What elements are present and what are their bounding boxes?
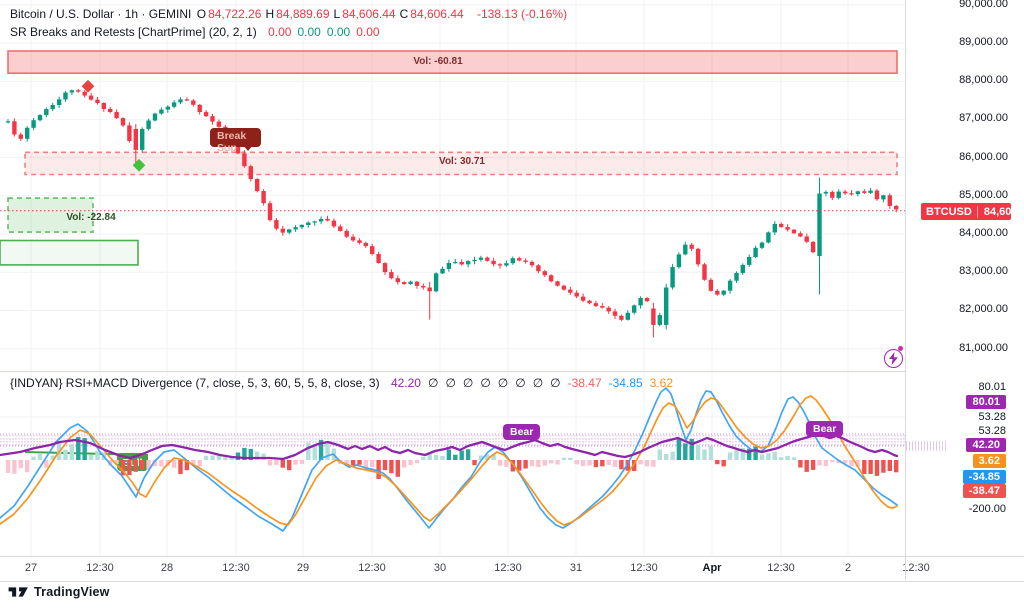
indicator-value: ∅ xyxy=(462,376,474,390)
price-change: -138.13 (-0.16%) xyxy=(477,7,568,21)
time-axis-label: 2 xyxy=(844,562,852,574)
time-axis-label: 12:30 xyxy=(222,562,250,574)
lightning-button[interactable] xyxy=(884,349,903,368)
break-sup-label: Break Sup xyxy=(210,128,261,154)
indicator-value: 42.20 xyxy=(390,376,421,390)
tradingview-logo[interactable]: TradingView xyxy=(8,585,110,599)
macd-line xyxy=(0,387,898,532)
time-axis-label: 12:30 xyxy=(767,562,795,574)
notification-dot xyxy=(898,346,903,351)
ohlc-values: O 84,722.26 H 84,889.69 L 84,606.44 C 84,606.44 xyxy=(197,7,468,21)
symbol-title[interactable]: Bitcoin / U.S. Dollar · 1h · GEMINI xyxy=(10,7,192,21)
indicator-value: ∅ xyxy=(550,376,561,390)
price-axis-label: 83,000.00 xyxy=(959,265,1008,277)
indicator-axis-label: 53.28 xyxy=(978,411,1006,423)
time-axis-label: 27 xyxy=(24,562,38,574)
zone-vol-label: Vol: 30.71 xyxy=(439,156,485,167)
indicator-value: 0.00 xyxy=(326,25,351,39)
time-axis-label: 12:30 xyxy=(358,562,386,574)
ohlc-value: L 84,606.44 xyxy=(333,7,396,21)
indicator-axis-label: -200.00 xyxy=(968,503,1006,515)
rsi-band-axis-dots xyxy=(906,441,948,451)
indicator-value-badge: -38.47 xyxy=(962,484,1006,498)
indicator-value: 0.00 xyxy=(268,25,292,39)
indicator-value: 0.00 xyxy=(356,25,380,39)
ticker-symbol: BTCUSD xyxy=(921,205,978,218)
price-axis-label: 84,000.00 xyxy=(959,227,1008,239)
rsi-macd-values: 42.20 ∅ ∅ ∅ ∅ ∅ ∅ ∅ ∅ -38.47 -34.85 3.62 xyxy=(391,376,680,390)
price-axis-label: 82,000.00 xyxy=(959,303,1008,315)
time-axis-label: 12:30 xyxy=(494,562,522,574)
break-sup-tail xyxy=(243,145,253,151)
signal-line xyxy=(0,395,898,526)
indicator-value-badge: 42.20 xyxy=(966,438,1006,452)
time-axis-label: 12:30 xyxy=(902,562,930,574)
price-axis-border xyxy=(905,0,906,580)
indicator-value: 0.00 xyxy=(297,25,321,39)
time-axis-label: Apr xyxy=(702,562,722,574)
tradingview-logo-text: TradingView xyxy=(34,585,110,599)
price-axis-label: 81,000.00 xyxy=(959,342,1008,354)
price-axis-label: 89,000.00 xyxy=(959,36,1008,48)
candles-layer xyxy=(5,88,899,338)
zone-vol-label: Vol: -22.84 xyxy=(66,212,116,223)
indicator-value: -34.85 xyxy=(608,376,643,390)
lightning-icon xyxy=(889,352,898,365)
time-axis-label: 12:30 xyxy=(630,562,658,574)
sr-indicator-legend[interactable]: SR Breaks and Retests [ChartPrime] (20, … xyxy=(10,25,388,39)
indicator-value: ∅ xyxy=(427,376,439,390)
indicator-value: 3.62 xyxy=(649,376,674,390)
ohlc-value: C 84,606.44 xyxy=(399,7,464,21)
price-axis-label: 88,000.00 xyxy=(959,74,1008,86)
tradingview-mark-icon xyxy=(8,587,28,597)
price-axis-label: 90,000.00 xyxy=(959,0,1008,10)
price-axis-label: 86,000.00 xyxy=(959,151,1008,163)
rsi-line xyxy=(0,432,899,461)
time-axis-label: 29 xyxy=(296,562,310,574)
bear-label: Bear xyxy=(806,421,844,437)
indicator-value: -38.47 xyxy=(567,376,602,390)
rsi-macd-title[interactable]: {INDYAN} RSI+MACD Divergence (7, close, … xyxy=(10,376,380,390)
indicator-value-badge: 80.01 xyxy=(966,395,1006,409)
grid-layer xyxy=(0,0,905,556)
svg-text:Bull: Bull xyxy=(123,457,143,469)
sr-indicator-values: 0.00 0.00 0.00 0.00 xyxy=(268,25,385,39)
indicator-value: ∅ xyxy=(532,376,544,390)
time-axis[interactable]: 27 12:30 28 12:30 29 12:30 30 12:30 31 12:30 Apr 12… xyxy=(0,556,1024,582)
indicator-axis-label: 53.28 xyxy=(978,425,1006,437)
rsi-macd-legend[interactable]: {INDYAN} RSI+MACD Divergence (7, close, … xyxy=(10,376,682,390)
time-axis-label: 28 xyxy=(160,562,174,574)
bear-label: Bear xyxy=(503,424,541,440)
time-axis-label: 12:30 xyxy=(86,562,114,574)
pane-separator[interactable] xyxy=(0,371,1024,372)
time-axis-label: 31 xyxy=(569,562,583,574)
price-axis-label: 85,000.00 xyxy=(959,189,1008,201)
zone-vol-label: Vol: -60.81 xyxy=(413,56,463,67)
time-axis-label: 30 xyxy=(433,562,447,574)
indicator-axis-label: 80.01 xyxy=(978,381,1006,393)
indicator-value: ∅ xyxy=(480,376,491,390)
price-axis[interactable]: 90,000.00 89,000.00 88,000.00 87,000.00 86,0… xyxy=(906,0,1024,580)
indicator-value-badge: 3.62 xyxy=(972,454,1006,468)
indicator-value: ∅ xyxy=(497,376,509,390)
ohlc-value: O 84,722.26 xyxy=(196,7,262,21)
price-axis-label: 87,000.00 xyxy=(959,112,1008,124)
sr-indicator-title[interactable]: SR Breaks and Retests [ChartPrime] (20, … xyxy=(10,25,257,39)
ticker-price: 84,606.44 xyxy=(983,205,1024,218)
last-price-badge: BTCUSD 84,606.44 xyxy=(921,203,1024,220)
ohlc-value: H 84,889.69 xyxy=(265,7,330,21)
indicator-value: ∅ xyxy=(515,376,526,390)
symbol-legend[interactable]: Bitcoin / U.S. Dollar · 1h · GEMINI O 84,… xyxy=(10,7,569,21)
indicator-value: ∅ xyxy=(445,376,456,390)
indicator-value-badge: -34.85 xyxy=(962,470,1006,484)
